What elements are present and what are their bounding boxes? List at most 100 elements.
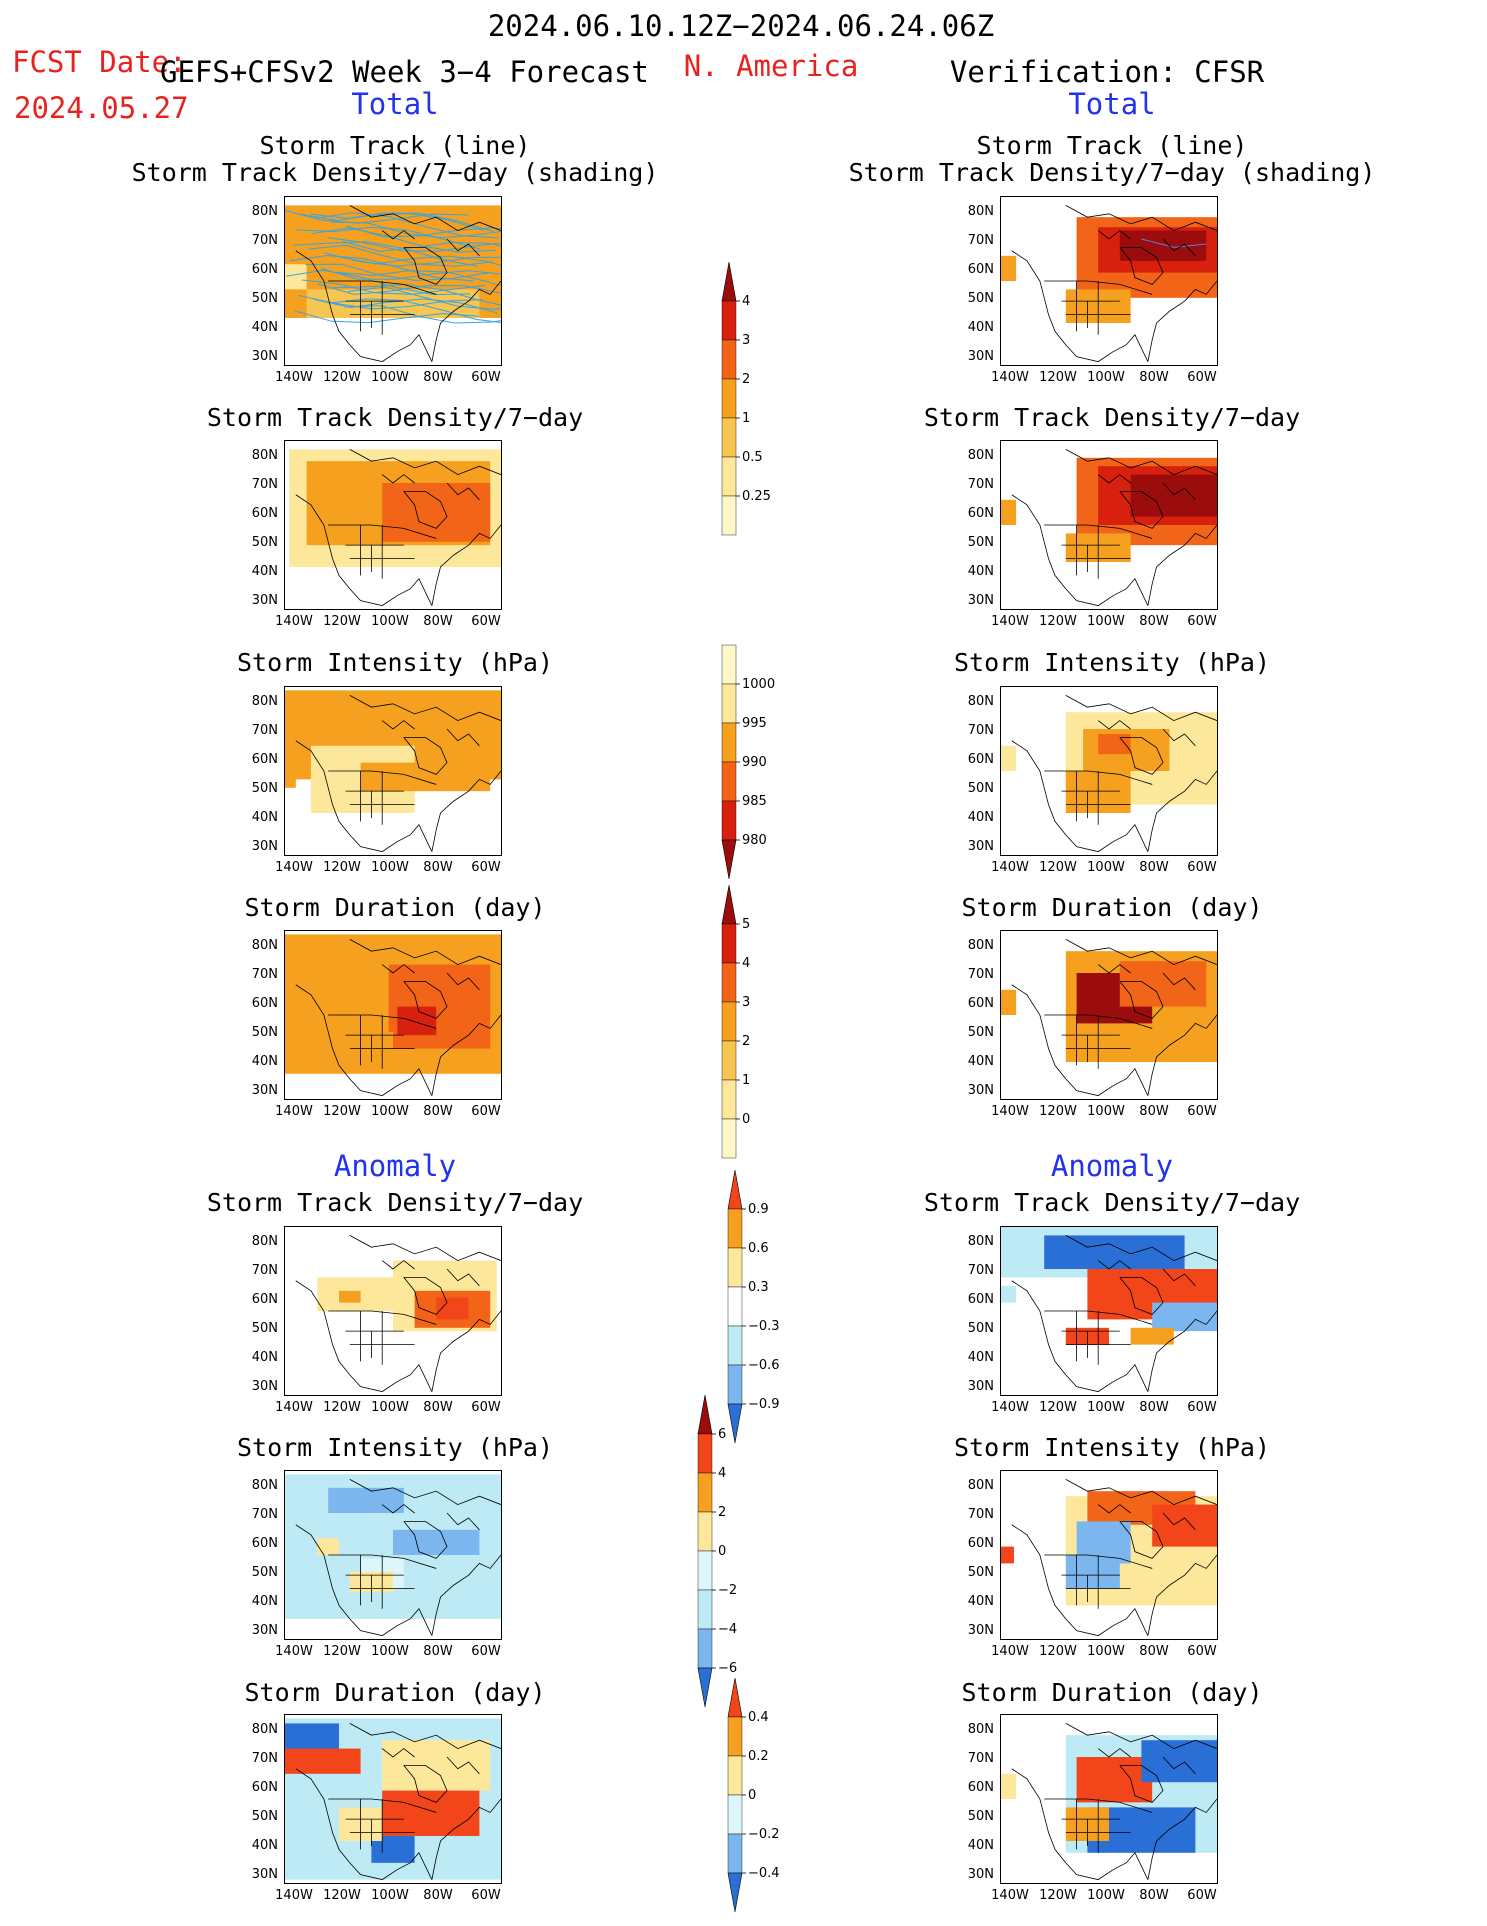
latitude-label: 60N bbox=[251, 752, 278, 767]
colorbar-label: 0 bbox=[748, 1788, 756, 1803]
storm-track-line bbox=[289, 255, 474, 282]
longitude-label: 80W bbox=[1139, 370, 1169, 385]
coastline bbox=[328, 770, 437, 785]
storm-track-line bbox=[305, 263, 489, 281]
latitude-label: 30N bbox=[251, 839, 278, 854]
latitude-label: 30N bbox=[967, 1379, 994, 1394]
fcst-date-label: FCST Date: bbox=[12, 45, 187, 79]
latitude-label: 40N bbox=[967, 1594, 994, 1609]
map-panel-density-verification bbox=[1000, 440, 1218, 610]
coastline bbox=[446, 238, 480, 257]
longitude-label: 140W bbox=[275, 1644, 313, 1659]
colorbar-label: 1 bbox=[742, 1073, 750, 1088]
coastline bbox=[403, 1521, 448, 1559]
panel-title: Storm Intensity (hPa) bbox=[236, 1433, 554, 1462]
latitude-label: 60N bbox=[251, 506, 278, 521]
longitude-label: 60W bbox=[471, 1644, 501, 1659]
shaded-region bbox=[1130, 474, 1217, 517]
coastline bbox=[1119, 491, 1164, 529]
colorbar-label: 0.4 bbox=[748, 1710, 769, 1725]
colorbar-label: 0.25 bbox=[742, 489, 771, 504]
colorbar-label: 0.6 bbox=[748, 1241, 769, 1256]
storm-track-line bbox=[293, 241, 478, 267]
coastline bbox=[431, 1554, 501, 1636]
shaded-region bbox=[339, 1290, 361, 1303]
colorbar-swatch bbox=[697, 1550, 713, 1591]
panel-title: Storm Track Density/7−day bbox=[206, 1188, 584, 1217]
coastline bbox=[381, 964, 415, 974]
longitude-label: 100W bbox=[371, 370, 409, 385]
longitude-label: 140W bbox=[991, 614, 1029, 629]
colorbar-swatch bbox=[697, 1394, 713, 1435]
map-panel-a-intensity-forecast bbox=[284, 1470, 502, 1640]
latitude-label: 80N bbox=[251, 1234, 278, 1249]
shaded-region bbox=[285, 771, 296, 788]
colorbar-label: 0.3 bbox=[748, 1280, 769, 1295]
colorbar-label: 2 bbox=[742, 372, 750, 387]
latitude-label: 30N bbox=[251, 1867, 278, 1882]
map-panel-a-intensity-verification bbox=[1000, 1470, 1218, 1640]
latitude-label: 50N bbox=[251, 1321, 278, 1336]
longitude-label: 80W bbox=[423, 370, 453, 385]
shaded-region bbox=[317, 1538, 339, 1555]
longitude-label: 140W bbox=[275, 370, 313, 385]
coastline bbox=[1044, 280, 1153, 295]
coastline bbox=[1011, 1524, 1149, 1637]
colorbar-duration-total: 5 4 3 2 1 0 bbox=[721, 884, 796, 1172]
panel-title: Storm Track Density/7−day (shading) bbox=[131, 158, 659, 187]
colorbar-label: 990 bbox=[742, 755, 767, 770]
panel-title: Storm Track Density/7−day (shading) bbox=[848, 158, 1376, 187]
longitude-label: 100W bbox=[1087, 370, 1125, 385]
longitude-label: 100W bbox=[371, 1104, 409, 1119]
coastline bbox=[1097, 1260, 1131, 1270]
colorbar-label: 0 bbox=[742, 1112, 750, 1127]
coastline bbox=[403, 1765, 448, 1803]
longitude-label: 100W bbox=[371, 614, 409, 629]
longitude-label: 60W bbox=[1187, 614, 1217, 629]
longitude-label: 60W bbox=[471, 1888, 501, 1903]
longitude-label: 100W bbox=[1087, 1888, 1125, 1903]
coastline bbox=[349, 1479, 501, 1506]
coastline bbox=[349, 1235, 501, 1262]
colorbar-swatch bbox=[721, 962, 737, 1003]
coastline bbox=[381, 1748, 415, 1758]
coastline bbox=[1162, 972, 1196, 991]
shaded-region bbox=[393, 1529, 480, 1555]
coastline bbox=[446, 972, 480, 991]
shaded-region bbox=[1001, 1546, 1014, 1564]
coastline bbox=[446, 728, 480, 747]
shaded-region bbox=[382, 483, 491, 542]
colorbar-label: 2 bbox=[718, 1505, 726, 1520]
shaded-region bbox=[285, 1748, 361, 1774]
latitude-label: 30N bbox=[251, 593, 278, 608]
shaded-region bbox=[285, 264, 307, 290]
longitude-label: 140W bbox=[275, 860, 313, 875]
latitude-label: 80N bbox=[967, 1234, 994, 1249]
shaded-region bbox=[1001, 255, 1017, 281]
colorbar-swatch bbox=[721, 378, 737, 419]
longitude-label: 80W bbox=[423, 860, 453, 875]
colorbar-swatch bbox=[727, 1169, 743, 1210]
longitude-label: 80W bbox=[1139, 860, 1169, 875]
storm-track-line bbox=[312, 227, 496, 253]
latitude-label: 60N bbox=[967, 1536, 994, 1551]
coastline bbox=[1065, 1479, 1217, 1506]
coastline bbox=[1011, 250, 1149, 363]
longitude-label: 120W bbox=[323, 1104, 361, 1119]
panel-title: Storm Duration (day) bbox=[244, 893, 546, 922]
map-panel-track-forecast bbox=[284, 196, 502, 366]
longitude-label: 100W bbox=[1087, 1400, 1125, 1415]
coastline bbox=[328, 280, 437, 295]
shaded-region bbox=[328, 1487, 404, 1513]
latitude-label: 80N bbox=[967, 1478, 994, 1493]
shaded-region bbox=[1001, 1285, 1017, 1303]
coastline bbox=[1147, 1014, 1217, 1096]
latitude-label: 40N bbox=[251, 810, 278, 825]
panel-title: Storm Track Density/7−day bbox=[206, 403, 584, 432]
colorbar-label: 4 bbox=[718, 1466, 726, 1481]
coastline bbox=[1162, 1756, 1196, 1775]
latitude-label: 70N bbox=[251, 723, 278, 738]
longitude-label: 100W bbox=[1087, 1104, 1125, 1119]
longitude-label: 120W bbox=[1039, 1644, 1077, 1659]
longitude-label: 60W bbox=[471, 370, 501, 385]
